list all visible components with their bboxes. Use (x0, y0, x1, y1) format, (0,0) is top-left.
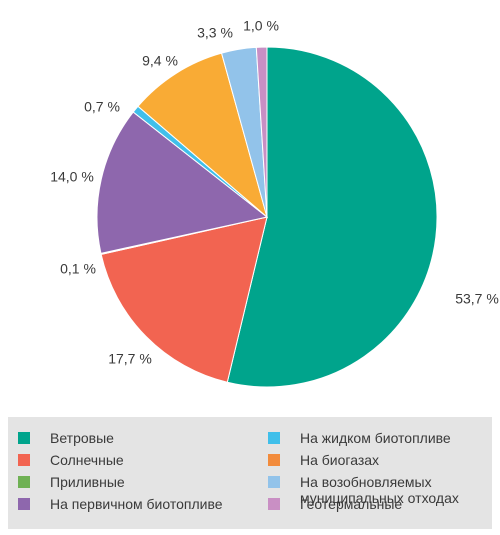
slice-value-label-7: 1,0 % (243, 18, 279, 34)
legend: Ветровые Солнечные Приливные На первичном б… (8, 417, 492, 529)
pie-chart: 53,7 % 17,7 % 0,1 % 14,0 % 0,7 % 9,4 % 3,3 % 1,… (50, 18, 499, 388)
legend-swatch (18, 432, 30, 444)
legend-item: На первичном биотопливе (18, 496, 270, 512)
legend-label: Приливные (50, 474, 125, 490)
slice-value-label-1: 17,7 % (108, 351, 152, 367)
slice-value-label-5: 9,4 % (142, 53, 178, 69)
legend-swatch (268, 476, 280, 488)
legend-swatch (268, 432, 280, 444)
slice-value-label-6: 3,3 % (197, 25, 233, 41)
legend-item: На жидком биотопливе (268, 430, 500, 446)
legend-item: На возобновляемых муниципальных отходах (268, 474, 500, 506)
legend-item: Приливные (18, 474, 270, 490)
legend-item: На биогазах (268, 452, 500, 468)
legend-label: Солнечные (50, 452, 124, 468)
legend-swatch (18, 454, 30, 466)
legend-swatch (268, 454, 280, 466)
legend-label: На биогазах (300, 452, 380, 468)
pie-slice-3 (96, 111, 269, 254)
pie-slice-5 (137, 52, 268, 219)
slice-value-label-0: 53,7 % (455, 291, 499, 307)
slice-value-label-2: 0,1 % (60, 261, 96, 277)
legend-item: Ветровые (18, 430, 270, 446)
legend-label: На первичном биотопливе (50, 496, 223, 512)
pie-slice-7 (255, 46, 268, 218)
legend-swatch (18, 498, 30, 510)
legend-label: На жидком биотопливе (300, 430, 451, 446)
legend-swatch (18, 476, 30, 488)
legend-item: Солнечные (18, 452, 270, 468)
legend-label: Геотермальные (300, 496, 403, 512)
slice-value-label-4: 0,7 % (84, 99, 120, 115)
legend-label: Ветровые (50, 430, 114, 446)
legend-swatch (268, 498, 280, 510)
slice-value-label-3: 14,0 % (50, 169, 94, 185)
pie-slice-0 (226, 46, 438, 388)
pie-slice-1 (100, 216, 268, 383)
legend-label: На возобновляемых муниципальных отходах (300, 474, 459, 506)
legend-item: Геотермальные (268, 496, 500, 512)
